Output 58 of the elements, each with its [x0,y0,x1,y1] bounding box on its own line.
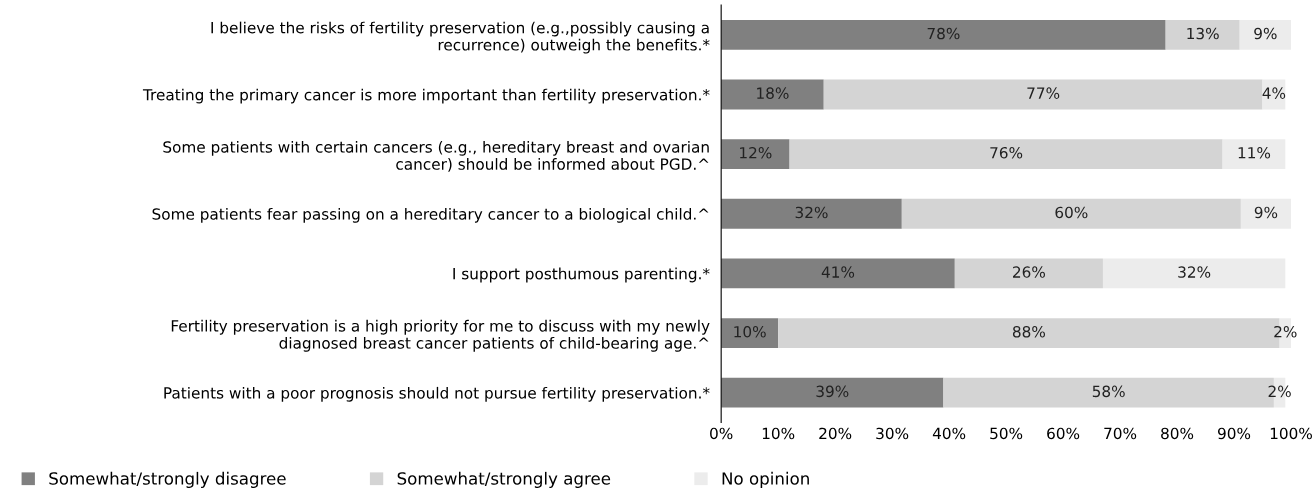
data-label: 2% [1268,385,1291,398]
bar [1240,198,1291,229]
x-tick-label: 60% [1047,427,1080,440]
data-label: 88% [1012,325,1046,338]
bar [721,377,944,408]
bar [721,198,902,229]
data-label: 32% [795,206,828,219]
bar [954,258,1103,289]
data-label: 11% [1238,147,1271,159]
data-label: 77% [1027,87,1060,99]
bar [1102,258,1286,289]
x-tick-label: 70% [1104,427,1137,440]
data-label: 39% [816,385,849,398]
x-tick-label: 80% [1161,427,1194,440]
data-label: 58% [1092,385,1125,398]
x-tick-label: 40% [932,427,966,440]
data-label: 9% [1254,27,1277,40]
bar [789,139,1223,170]
data-label: 4% [1262,87,1286,99]
y-tick-label: Treating the primary cancer is more important than fertility preservation.* [142,88,710,104]
data-label: 18% [757,87,789,99]
bar [721,318,779,348]
y-tick-label: Some patients with certain cancers (e.g., hereditary breast and ovarian cancer) should be informed about PGD.^ [163,140,709,172]
x-tick-label: 10% [762,427,795,440]
bar [1222,139,1286,170]
legend-label: No opinion [722,471,809,488]
bar [823,79,1263,110]
bar [1239,19,1291,50]
data-label: 12% [740,147,772,159]
data-label: 13% [1187,27,1219,40]
x-tick-label: 0% [710,427,733,440]
data-label: 10% [734,325,766,338]
data-label: 9% [1254,206,1278,219]
x-tick-label: 50% [990,427,1023,440]
x-tick-label: 90% [1218,427,1251,440]
data-label: 78% [927,27,960,40]
data-label: 76% [990,147,1023,159]
legend-label: Somewhat/strongly disagree [49,471,286,488]
bar [721,79,824,110]
data-label: 26% [1013,266,1046,278]
bar [721,139,790,170]
bar [721,19,1166,50]
y-tick-label: Fertility preservation is a high priority for me to discuss with my newly diagnosed breast cancer patients of child-bearing age.^ [171,319,710,352]
y-tick-label: Patients with a poor prognosis should not pursue fertility preservation.* [164,386,710,402]
x-tick-label: 100% [1270,427,1312,440]
y-tick-label: Some patients fear passing on a hereditary cancer to a biological child.^ [152,207,709,223]
y-tick-label: I believe the risks of fertility preservation (e.g.,possibly causing a recurrence) outweigh the benefits.* [211,21,710,54]
data-label: 32% [1178,266,1211,278]
y-tick-label: I support posthumous parenting.* [453,267,710,283]
x-tick-label: 30% [876,427,909,440]
data-label: 60% [1055,206,1088,219]
bar [721,258,955,289]
legend-label: Somewhat/strongly agree [397,471,611,488]
data-label: 2% [1274,325,1297,338]
x-tick-label: 20% [819,427,852,440]
bar [1165,19,1240,50]
bar [901,198,1241,229]
data-label: 41% [821,266,855,278]
